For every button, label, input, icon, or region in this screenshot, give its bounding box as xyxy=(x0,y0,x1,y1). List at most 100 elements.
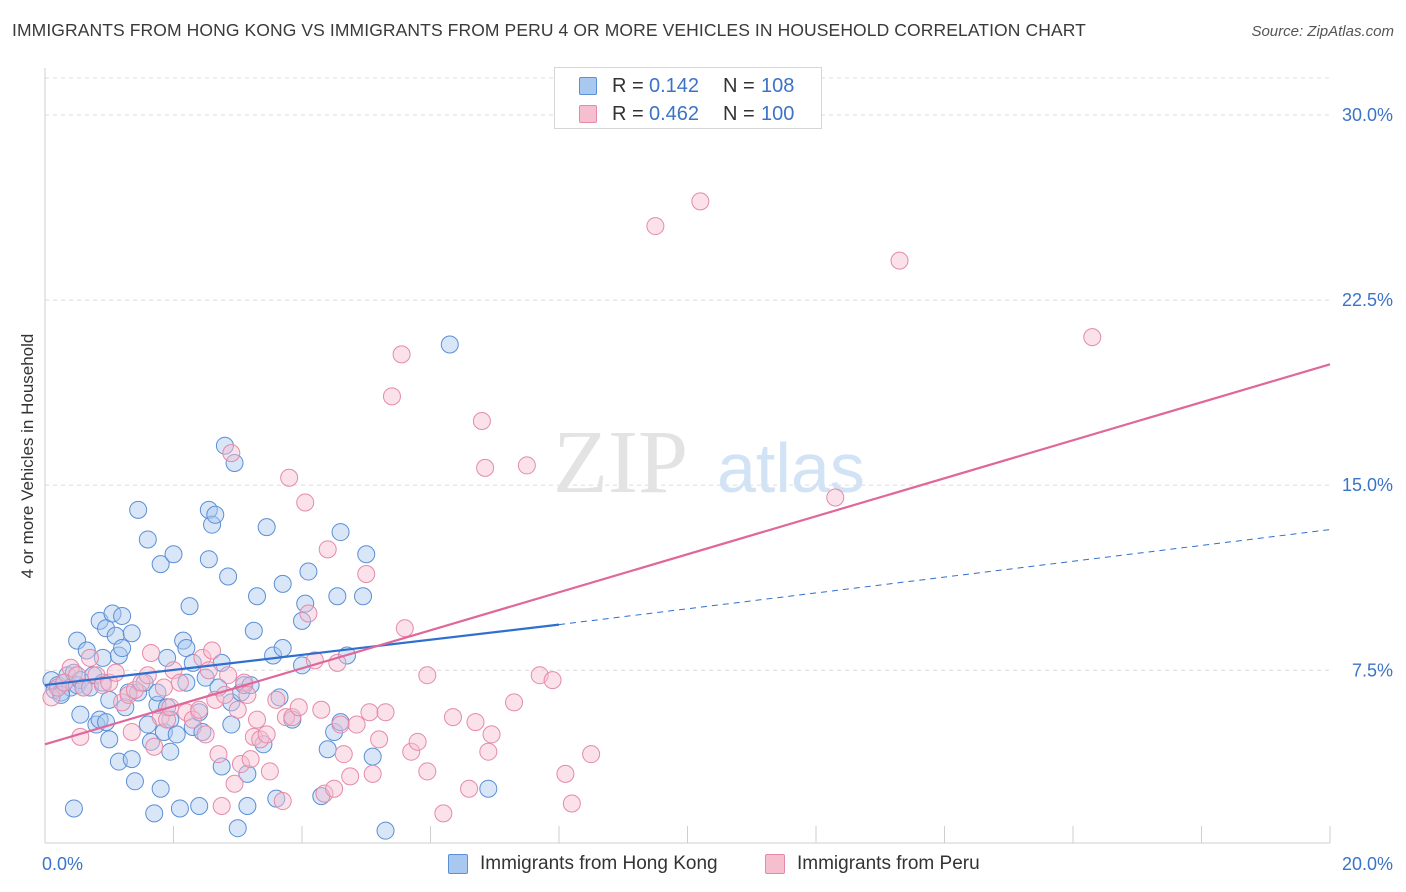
legend-n-value: 108 xyxy=(761,75,795,97)
data-point-hong-kong xyxy=(273,639,292,658)
legend-n-value: 100 xyxy=(761,103,795,125)
data-point-hong-kong xyxy=(180,597,199,616)
data-point-peru xyxy=(325,779,344,798)
legend-swatch-peru xyxy=(579,105,597,123)
data-point-hong-kong xyxy=(238,764,257,783)
data-point-peru xyxy=(315,784,334,803)
data-point-hong-kong xyxy=(376,821,395,840)
data-point-peru xyxy=(122,722,141,741)
data-point-peru xyxy=(582,745,601,764)
data-point-peru xyxy=(395,619,414,638)
legend-swatch-hong-kong xyxy=(579,77,597,95)
data-point-hong-kong xyxy=(199,550,218,569)
data-point-peru xyxy=(646,217,665,236)
data-point-hong-kong xyxy=(225,453,244,472)
data-point-hong-kong xyxy=(222,715,241,734)
data-point-peru xyxy=(360,703,379,722)
data-point-peru xyxy=(479,742,498,761)
watermark-zip: ZIP xyxy=(553,413,688,512)
data-point-peru xyxy=(826,488,845,507)
data-point-peru xyxy=(482,725,501,744)
data-point-peru xyxy=(138,666,157,685)
trend-line-hong-kong-extension xyxy=(558,529,1331,626)
data-point-hong-kong xyxy=(138,530,157,549)
x-tick-label: 20.0% xyxy=(1342,854,1393,874)
grid-lines xyxy=(45,77,1330,671)
data-point-peru xyxy=(460,779,479,798)
data-point-hong-kong xyxy=(357,545,376,564)
data-point-peru xyxy=(890,251,909,270)
data-point-hong-kong xyxy=(238,796,257,815)
data-point-peru xyxy=(376,703,395,722)
data-point-peru xyxy=(280,468,299,487)
data-point-peru xyxy=(418,666,437,685)
data-point-hong-kong xyxy=(318,740,337,759)
data-point-peru xyxy=(190,700,209,719)
data-point-hong-kong xyxy=(142,732,161,751)
data-point-peru xyxy=(74,678,93,697)
axes xyxy=(44,68,1331,844)
data-point-hong-kong xyxy=(363,747,382,766)
data-point-peru xyxy=(228,700,247,719)
data-point-hong-kong xyxy=(273,574,292,593)
data-point-peru xyxy=(402,742,421,761)
data-point-peru xyxy=(691,192,710,211)
bottom-legend-swatch-peru xyxy=(765,854,785,874)
data-point-hong-kong xyxy=(129,500,148,519)
bottom-legend-peru: Immigrants from Peru xyxy=(765,852,1025,878)
data-point-peru xyxy=(267,690,286,709)
data-point-peru xyxy=(241,750,260,769)
trend-line-hong-kong xyxy=(44,623,560,687)
data-point-peru xyxy=(318,540,337,559)
bottom-legend-label-peru: Immigrants from Peru xyxy=(797,853,980,874)
data-point-peru xyxy=(209,745,228,764)
bottom-legend-hong-kong: Immigrants from Hong Kong xyxy=(448,852,748,878)
data-point-peru xyxy=(203,641,222,660)
y-tick-label: 15.0% xyxy=(1342,475,1393,495)
data-point-hong-kong xyxy=(164,545,183,564)
y-tick-label: 7.5% xyxy=(1352,660,1393,680)
data-point-hong-kong xyxy=(190,796,209,815)
data-point-hong-kong xyxy=(325,722,344,741)
data-point-peru xyxy=(106,663,125,682)
data-point-peru xyxy=(289,698,308,717)
data-point-peru xyxy=(80,648,99,667)
data-point-hong-kong xyxy=(257,518,276,537)
trend-lines xyxy=(44,363,1331,746)
data-point-peru xyxy=(472,412,491,431)
data-point-hong-kong xyxy=(331,523,350,542)
data-point-peru xyxy=(273,792,292,811)
legend-n-label: N = xyxy=(723,103,755,125)
data-point-peru xyxy=(276,708,295,727)
data-point-hong-kong xyxy=(270,688,289,707)
legend-r-value: 0.462 xyxy=(649,103,700,125)
data-point-peru xyxy=(517,456,536,475)
data-point-hong-kong xyxy=(145,804,164,823)
trend-line-peru xyxy=(44,363,1331,746)
data-point-hong-kong xyxy=(161,742,180,761)
data-point-peru xyxy=(222,444,241,463)
data-point-hong-kong xyxy=(93,648,112,667)
data-point-peru xyxy=(170,673,189,692)
data-point-hong-kong xyxy=(122,750,141,769)
data-point-peru xyxy=(125,681,144,699)
data-point-peru xyxy=(113,693,132,712)
tick-labels: 7.5% 15.0% 22.5% 30.0% 0.0% 20.0% xyxy=(42,105,1393,874)
data-point-peru xyxy=(331,715,350,734)
watermark: ZIP atlas xyxy=(553,413,865,512)
data-point-hong-kong xyxy=(71,705,90,724)
data-point-peru xyxy=(225,774,244,793)
data-point-peru xyxy=(418,762,437,781)
data-point-peru xyxy=(196,725,215,744)
data-point-peru xyxy=(299,604,318,623)
data-point-hong-kong xyxy=(125,772,144,791)
data-point-peru xyxy=(382,387,401,406)
data-point-peru xyxy=(283,708,302,727)
data-point-hong-kong xyxy=(113,606,132,625)
data-point-hong-kong xyxy=(222,693,241,712)
data-point-peru xyxy=(212,796,231,815)
data-point-hong-kong xyxy=(167,725,186,744)
data-point-peru xyxy=(434,804,453,823)
data-point-peru xyxy=(248,710,267,729)
y-tick-label: 22.5% xyxy=(1342,290,1393,310)
